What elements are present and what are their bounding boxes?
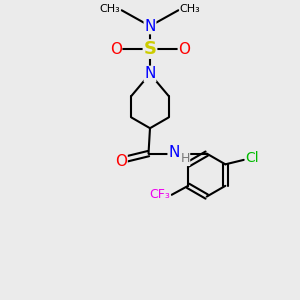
Text: N: N bbox=[144, 66, 156, 81]
Text: O: O bbox=[110, 42, 122, 57]
Text: Cl: Cl bbox=[245, 152, 259, 165]
Text: CH₃: CH₃ bbox=[180, 4, 201, 14]
Text: H: H bbox=[180, 152, 190, 166]
Text: O: O bbox=[178, 42, 190, 57]
Text: CF₃: CF₃ bbox=[149, 188, 170, 201]
Text: N: N bbox=[168, 145, 180, 160]
Text: CH₃: CH₃ bbox=[99, 4, 120, 14]
Text: S: S bbox=[143, 40, 157, 58]
Text: O: O bbox=[115, 154, 127, 169]
Text: N: N bbox=[144, 19, 156, 34]
